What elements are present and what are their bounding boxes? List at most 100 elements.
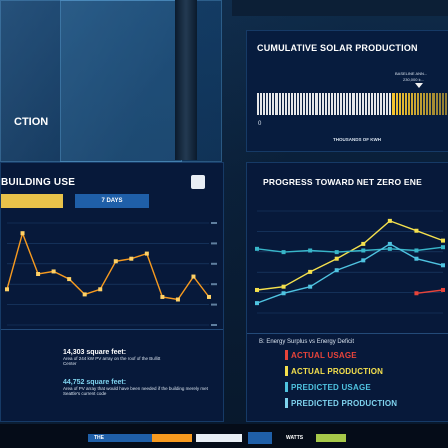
solar-bar-segment [383, 93, 386, 115]
solar-bar-segment [257, 93, 260, 115]
series-line-2 [256, 243, 444, 304]
solar-bar-segment [266, 93, 269, 115]
data-point [36, 272, 41, 276]
solar-production-title: CUMULATIVE SOLAR PRODUCTION [257, 43, 418, 53]
solar-bar-segment [398, 93, 401, 115]
solar-bar-segment [429, 93, 432, 115]
solar-bar-segment [401, 93, 404, 115]
data-point [255, 287, 259, 292]
bottom-bar-blue [248, 432, 272, 444]
solar-bar-segment [346, 93, 349, 115]
data-point [441, 263, 445, 268]
bottom-bar-orange [152, 434, 192, 442]
solar-bar-segment [281, 93, 284, 115]
solar-bar-segment [377, 93, 380, 115]
stat-block-1: 14,303 square feet: Area of 244 kW PV ar… [63, 349, 223, 366]
solar-bar-segment [324, 93, 327, 115]
data-point [175, 297, 180, 302]
solar-bar-segment [395, 93, 398, 115]
solar-bar-segment [315, 93, 318, 115]
bottom-label-b: WATTS [286, 435, 304, 441]
legend-swatch [285, 366, 288, 376]
solar-bar-segment [410, 93, 413, 115]
solar-bar-segment [404, 93, 407, 115]
solar-bar-segment [389, 93, 392, 115]
solar-production-panel: CUMULATIVE SOLAR PRODUCTION BASELINE ANN… [246, 30, 448, 152]
data-point [207, 294, 211, 299]
solar-progress-bar [257, 93, 447, 115]
y-tick-mark [211, 262, 217, 265]
tab-active[interactable] [1, 194, 63, 208]
legend-swatch [285, 350, 288, 360]
series-line-3 [416, 289, 444, 294]
data-point [361, 258, 366, 263]
legend-label: PREDICTED PRODUCTION [291, 398, 398, 408]
legend-item-predicted-production: PREDICTED PRODUCTION [285, 397, 397, 409]
data-point [414, 248, 419, 253]
toggle-square-icon[interactable] [191, 175, 205, 189]
solar-bar-segment [303, 93, 306, 115]
solar-bar-segment [306, 93, 309, 115]
net-zero-chart [255, 210, 445, 314]
data-point [82, 292, 87, 297]
solar-bar-segment [417, 93, 420, 115]
legend-item-actual-production: ACTUAL PRODUCTION [285, 365, 383, 377]
solar-bar-segment [392, 93, 395, 115]
data-point [129, 256, 134, 261]
solar-bar-segment [309, 93, 312, 115]
data-point [191, 274, 196, 279]
solar-bar-segment [327, 93, 330, 115]
building-use-panel: BUILDING USE 7 DAYS 14,303 square feet: … [0, 162, 224, 422]
y-tick-mark [211, 222, 217, 224]
solar-bar-segment [275, 93, 278, 115]
net-zero-title: PROGRESS TOWARD NET ZERO ENE [263, 177, 422, 187]
data-point [160, 294, 165, 299]
stat-value-1: 14,303 square feet: [63, 349, 127, 356]
data-point [334, 268, 339, 273]
window-frame-post [175, 0, 197, 160]
stat-block-2: 44,752 square feet: Area of PV array tha… [63, 379, 223, 396]
solar-axis-zero: 0 [258, 121, 262, 127]
solar-bar-segment [373, 93, 377, 115]
data-point [387, 241, 392, 246]
legend-item-actual-usage: ACTUAL USAGE [285, 349, 357, 361]
bottom-label-a: THE [88, 434, 154, 442]
solar-bar-segment [426, 93, 429, 115]
data-point [441, 238, 445, 243]
y-tick-mark [211, 324, 217, 326]
stat-desc-1: Area of 244 kW PV array on the roof of t… [63, 356, 161, 366]
solar-bar-segment [297, 93, 300, 115]
solar-bar-segment [441, 93, 444, 115]
data-point [255, 246, 259, 251]
solar-bar-segment [340, 93, 343, 115]
solar-bar-segment [367, 93, 370, 115]
legend-label: ACTUAL PRODUCTION [291, 366, 384, 376]
data-point [281, 250, 286, 255]
data-point [387, 218, 392, 223]
solar-bar-segment [364, 93, 367, 115]
solar-bar-segment [386, 93, 389, 115]
window-frame-top [232, 0, 448, 16]
solar-bar-segment [293, 93, 297, 115]
tab-7-days[interactable]: 7 DAYS [75, 194, 149, 208]
data-point [281, 291, 286, 296]
chart-date-axis [1, 329, 223, 338]
data-point [334, 250, 339, 255]
solar-bar-segment [413, 93, 417, 115]
data-point [308, 248, 313, 253]
data-point [113, 259, 118, 264]
data-point [308, 284, 313, 289]
data-point [414, 291, 419, 296]
building-use-chart [5, 222, 217, 326]
data-point [361, 248, 366, 253]
solar-bar-segment [380, 93, 383, 115]
series-line-0 [6, 230, 210, 301]
solar-bar-segment [423, 93, 426, 115]
data-point [308, 269, 313, 274]
net-zero-panel: PROGRESS TOWARD NET ZERO ENE B: Energy S… [246, 162, 448, 422]
data-point [98, 287, 103, 292]
solar-bar-segment [435, 93, 438, 115]
glass-pane-mid [60, 0, 182, 162]
solar-bar-segment [352, 93, 355, 115]
solar-bar-segment [278, 93, 281, 115]
